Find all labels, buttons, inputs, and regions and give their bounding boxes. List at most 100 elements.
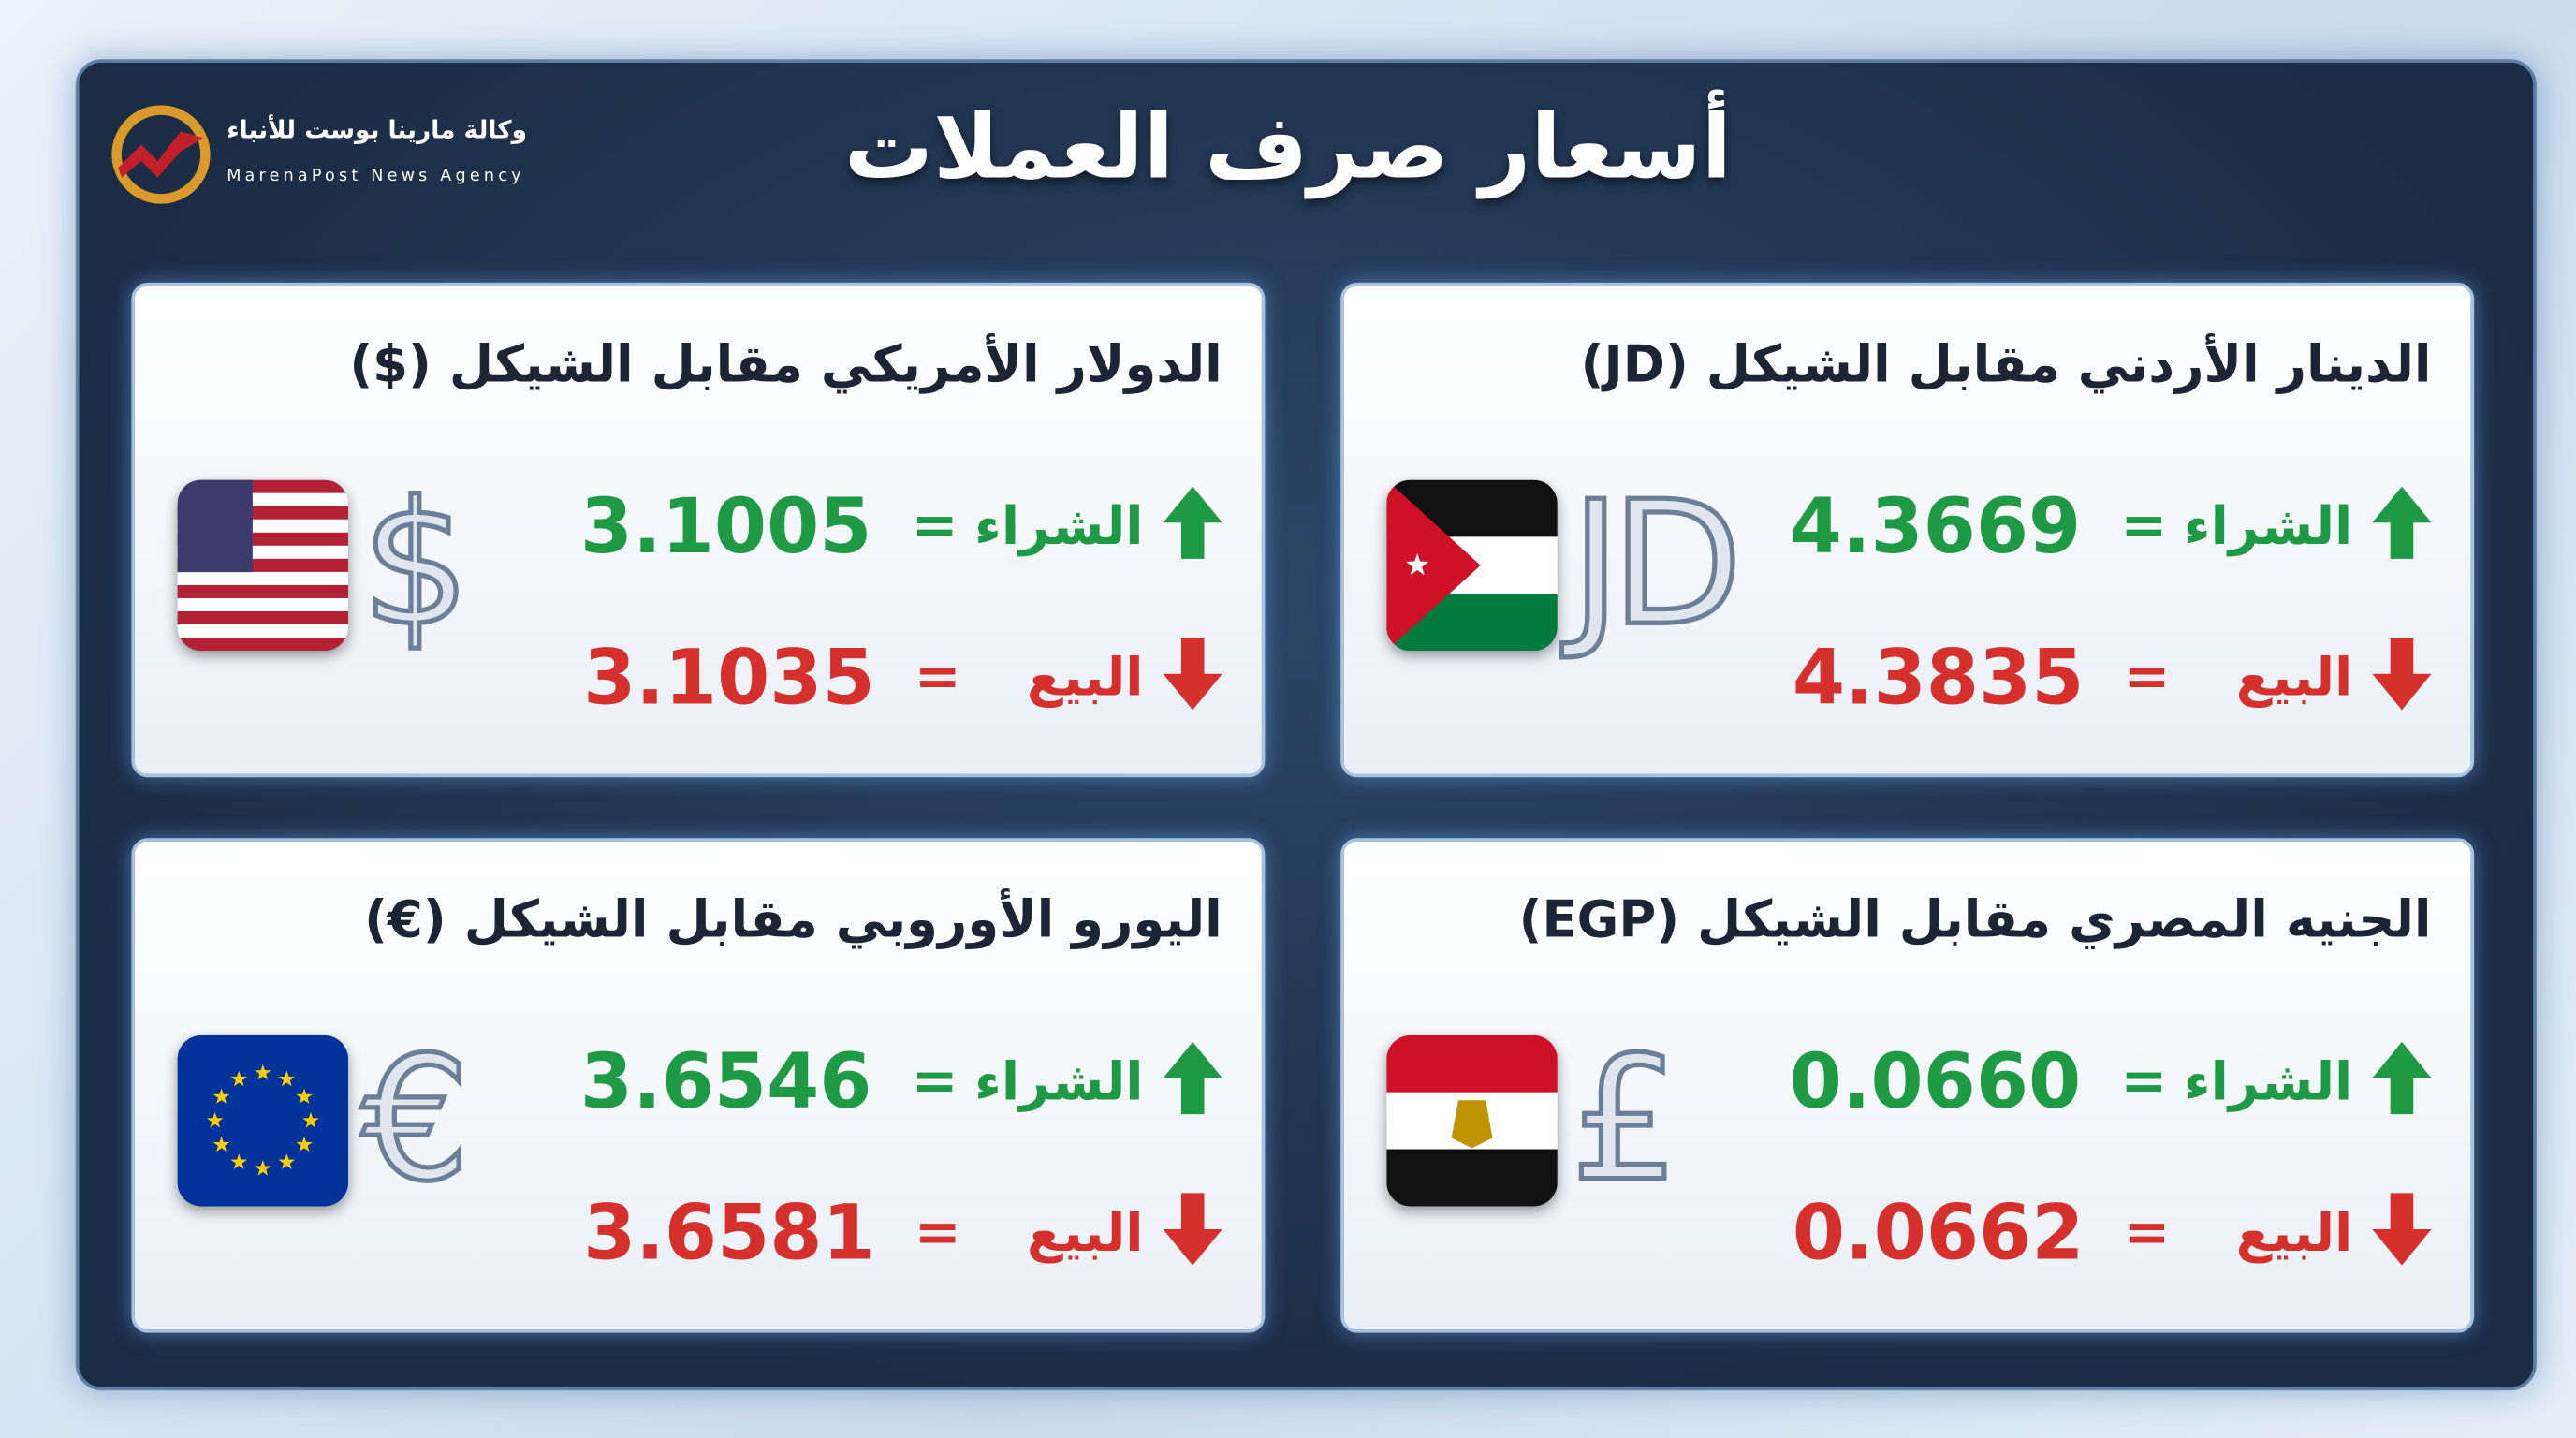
icon-rect [177,479,253,573]
buy-label: الشراء [2183,1049,2353,1113]
icon-polygon [206,1112,224,1128]
equals-sign: = [2123,1199,2171,1266]
buy-label: الشراء [974,1049,1144,1113]
icon-polygon [212,1136,230,1152]
icon-svg [177,1034,349,1207]
icon-polygon [2372,1193,2432,1266]
currency-card: الدينار الأردني مقابل الشيكل (JD) الشراء =… [1340,282,2475,778]
down-arrow [2369,1190,2435,1275]
card-grid: الدينار الأردني مقابل الشيكل (JD) الشراء =… [131,282,2475,1334]
logo: وكالة مارينا بوست للأنباء MarenaPost New… [109,102,568,217]
logo-icon [111,105,211,204]
icon-rect [177,571,349,586]
icon-polygon [230,1153,248,1169]
currency-card: الجنيه المصري مقابل الشيكل (EGP) الشراء = 0… [1340,838,2475,1333]
icon-svg [2372,638,2432,711]
card-title: الدينار الأردني مقابل الشيكل (JD) [1580,335,2432,395]
icon-polygon [255,1160,271,1176]
icon-polygon [296,1088,313,1104]
sell-value: 3.6581 [583,1188,875,1277]
icon-polygon [2372,1041,2432,1115]
card-title: الجنيه المصري مقابل الشيكل (EGP) [1518,890,2432,950]
up-arrow [2369,483,2435,568]
icon-polygon [212,1088,230,1104]
sell-label: البيع [1026,645,1144,709]
sell-row: البيع = 4.3835 [1778,628,2435,726]
icon-polygon [1163,486,1222,559]
equals-sign: = [914,1199,961,1266]
equals-sign: = [2120,492,2168,559]
sell-row: البيع = 3.1035 [568,628,1225,726]
currency-symbol: $ [359,461,472,666]
icon-rect [1386,1034,1558,1093]
icon-svg [1163,1193,1222,1266]
sell-row: البيع = 0.0662 [1778,1183,2435,1282]
equals-sign: = [911,492,959,559]
icon-svg [1386,1034,1558,1207]
buy-row: الشراء = 3.1005 [568,477,1225,575]
up-arrow [2369,1038,2435,1123]
currency-card: اليورو الأوروبي مقابل الشيكل (€) الشراء = 3… [131,838,1266,1333]
icon-polygon [302,1112,319,1128]
icon-rect [177,1034,349,1207]
icon-g [1386,479,1558,652]
icon-rect [177,584,349,599]
buy-row: الشراء = 0.0660 [1778,1032,2435,1130]
icon-svg [1163,638,1222,711]
page-title: أسعار صرف العملات [843,95,1733,199]
card-title: اليورو الأوروبي مقابل الشيكل (€) [364,890,1222,950]
icon-svg [1386,479,1558,652]
icon-polygon [296,1136,313,1152]
icon-polygon [278,1153,296,1169]
icon-polygon [2372,486,2432,559]
down-arrow [1160,1190,1225,1275]
icon-rect [1386,1149,1558,1207]
buy-label: الشراء [974,494,1144,558]
icon-svg [1163,486,1222,559]
buy-label: الشراء [2183,494,2353,558]
icon-polygon [255,1064,271,1080]
buy-row: الشراء = 3.6546 [568,1032,1225,1130]
buy-value: 4.3669 [1789,481,2082,571]
icon-polygon [1163,1193,1222,1266]
icon-polygon [278,1070,296,1087]
currency-symbol: € [359,1017,472,1222]
icon-path [1451,1100,1493,1149]
logo-name-ar: وكالة مارينا بوست للأنباء [227,114,527,145]
buy-value: 3.1005 [579,481,872,571]
icon-rect [177,597,349,612]
sell-label: البيع [2235,645,2353,709]
buy-value: 0.0660 [1789,1036,2082,1126]
icon-g [177,1034,349,1207]
sell-label: البيع [1026,1201,1144,1264]
logo-mark [118,131,204,178]
sell-label: البيع [2235,1201,2353,1264]
icon-svg [177,479,349,652]
icon-rect [177,611,349,625]
equals-sign: = [911,1048,959,1115]
sell-value: 0.0662 [1792,1188,2085,1277]
icon-svg [2372,1041,2432,1115]
icon-polygon [1163,638,1222,711]
buy-row: الشراء = 4.3669 [1778,477,2435,575]
down-arrow [1160,635,1225,720]
icon-svg [2372,486,2432,559]
icon-polygon [230,1070,248,1087]
icon-g [177,479,349,652]
sell-value: 3.1035 [583,632,875,722]
icon-polygon [1163,1041,1222,1115]
buy-value: 3.6546 [579,1036,872,1126]
logo-name-en: MarenaPost News Agency [227,168,525,186]
icon-svg [2372,1193,2432,1266]
flag [177,1034,349,1207]
currency-symbol: £ [1568,1017,1681,1222]
equals-sign: = [2120,1048,2168,1115]
equals-sign: = [2123,644,2171,711]
sell-value: 4.3835 [1792,632,2085,722]
currency-card: الدولار الأمريكي مقابل الشيكل ($) الشراء =… [131,282,1266,778]
flag [1386,479,1558,652]
icon-rect [177,624,349,638]
up-arrow [1160,1038,1225,1123]
